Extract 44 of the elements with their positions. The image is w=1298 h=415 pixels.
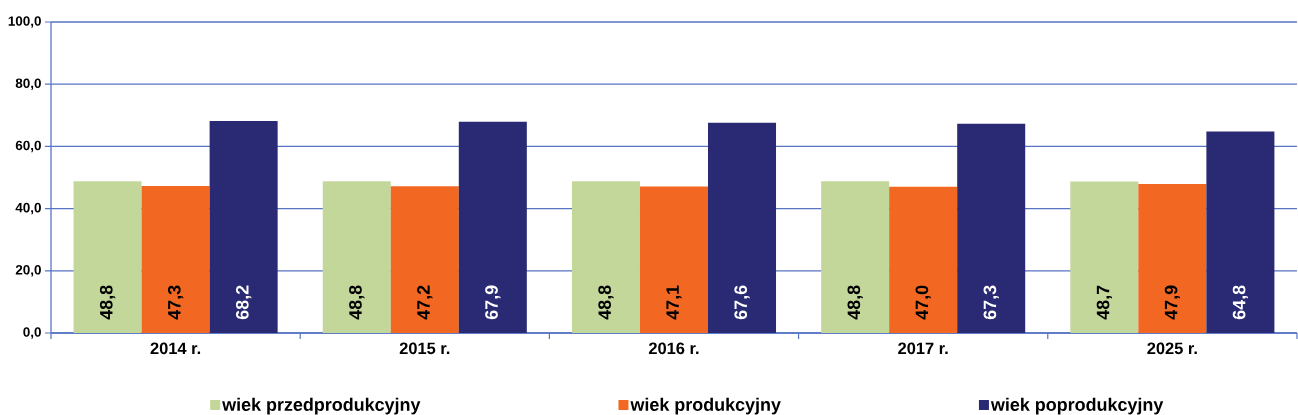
data-label: 47,3 — [167, 285, 184, 320]
bar — [73, 181, 142, 333]
data-label: 48,8 — [349, 285, 365, 320]
legend-label: wiek produkcyjny — [630, 397, 781, 415]
bar — [571, 181, 640, 333]
data-label: 47,1 — [666, 285, 682, 320]
y-tick-label: 80,0 — [15, 78, 41, 90]
data-label: 48,8 — [847, 285, 863, 320]
bar — [322, 181, 391, 333]
x-tick-label: 2015 r. — [399, 342, 450, 355]
x-tick-label: 2014 r. — [150, 342, 201, 355]
legend-label: wiek poprodukcyjny — [990, 397, 1164, 415]
y-tick-label: 0,0 — [23, 327, 41, 339]
bar — [141, 185, 210, 333]
bar — [889, 186, 958, 333]
bar — [639, 186, 708, 333]
x-tick-label: 2025 r. — [1147, 342, 1197, 355]
data-label: 64,8 — [1232, 285, 1249, 320]
data-label: 47,9 — [1164, 285, 1181, 320]
data-label: 68,2 — [235, 285, 252, 320]
data-label: 47,0 — [915, 285, 931, 320]
bar — [1138, 184, 1207, 333]
bar — [209, 120, 278, 333]
data-label: 67,3 — [983, 285, 999, 320]
data-label: 67,9 — [485, 285, 501, 320]
bar — [390, 186, 459, 333]
data-label: 48,8 — [598, 285, 614, 320]
data-label: 48,7 — [1096, 285, 1112, 320]
bar — [821, 181, 890, 333]
bar — [458, 121, 527, 333]
x-tick-label: 2017 r. — [898, 342, 948, 355]
bar — [957, 123, 1026, 333]
y-tick-label: 20,0 — [15, 265, 41, 277]
y-tick-label: 100,0 — [8, 16, 41, 28]
bar — [1206, 131, 1275, 333]
x-tick-label: 2016 r. — [648, 342, 699, 355]
data-label: 47,2 — [417, 285, 433, 320]
data-label: 67,6 — [734, 285, 750, 320]
bar — [707, 122, 777, 333]
legend-label: wiek przedprodukcyjny — [222, 397, 421, 415]
bar — [1070, 181, 1139, 333]
data-label: 48,8 — [99, 285, 116, 320]
y-tick-label: 40,0 — [15, 202, 41, 215]
y-tick-label: 60,0 — [15, 140, 41, 153]
